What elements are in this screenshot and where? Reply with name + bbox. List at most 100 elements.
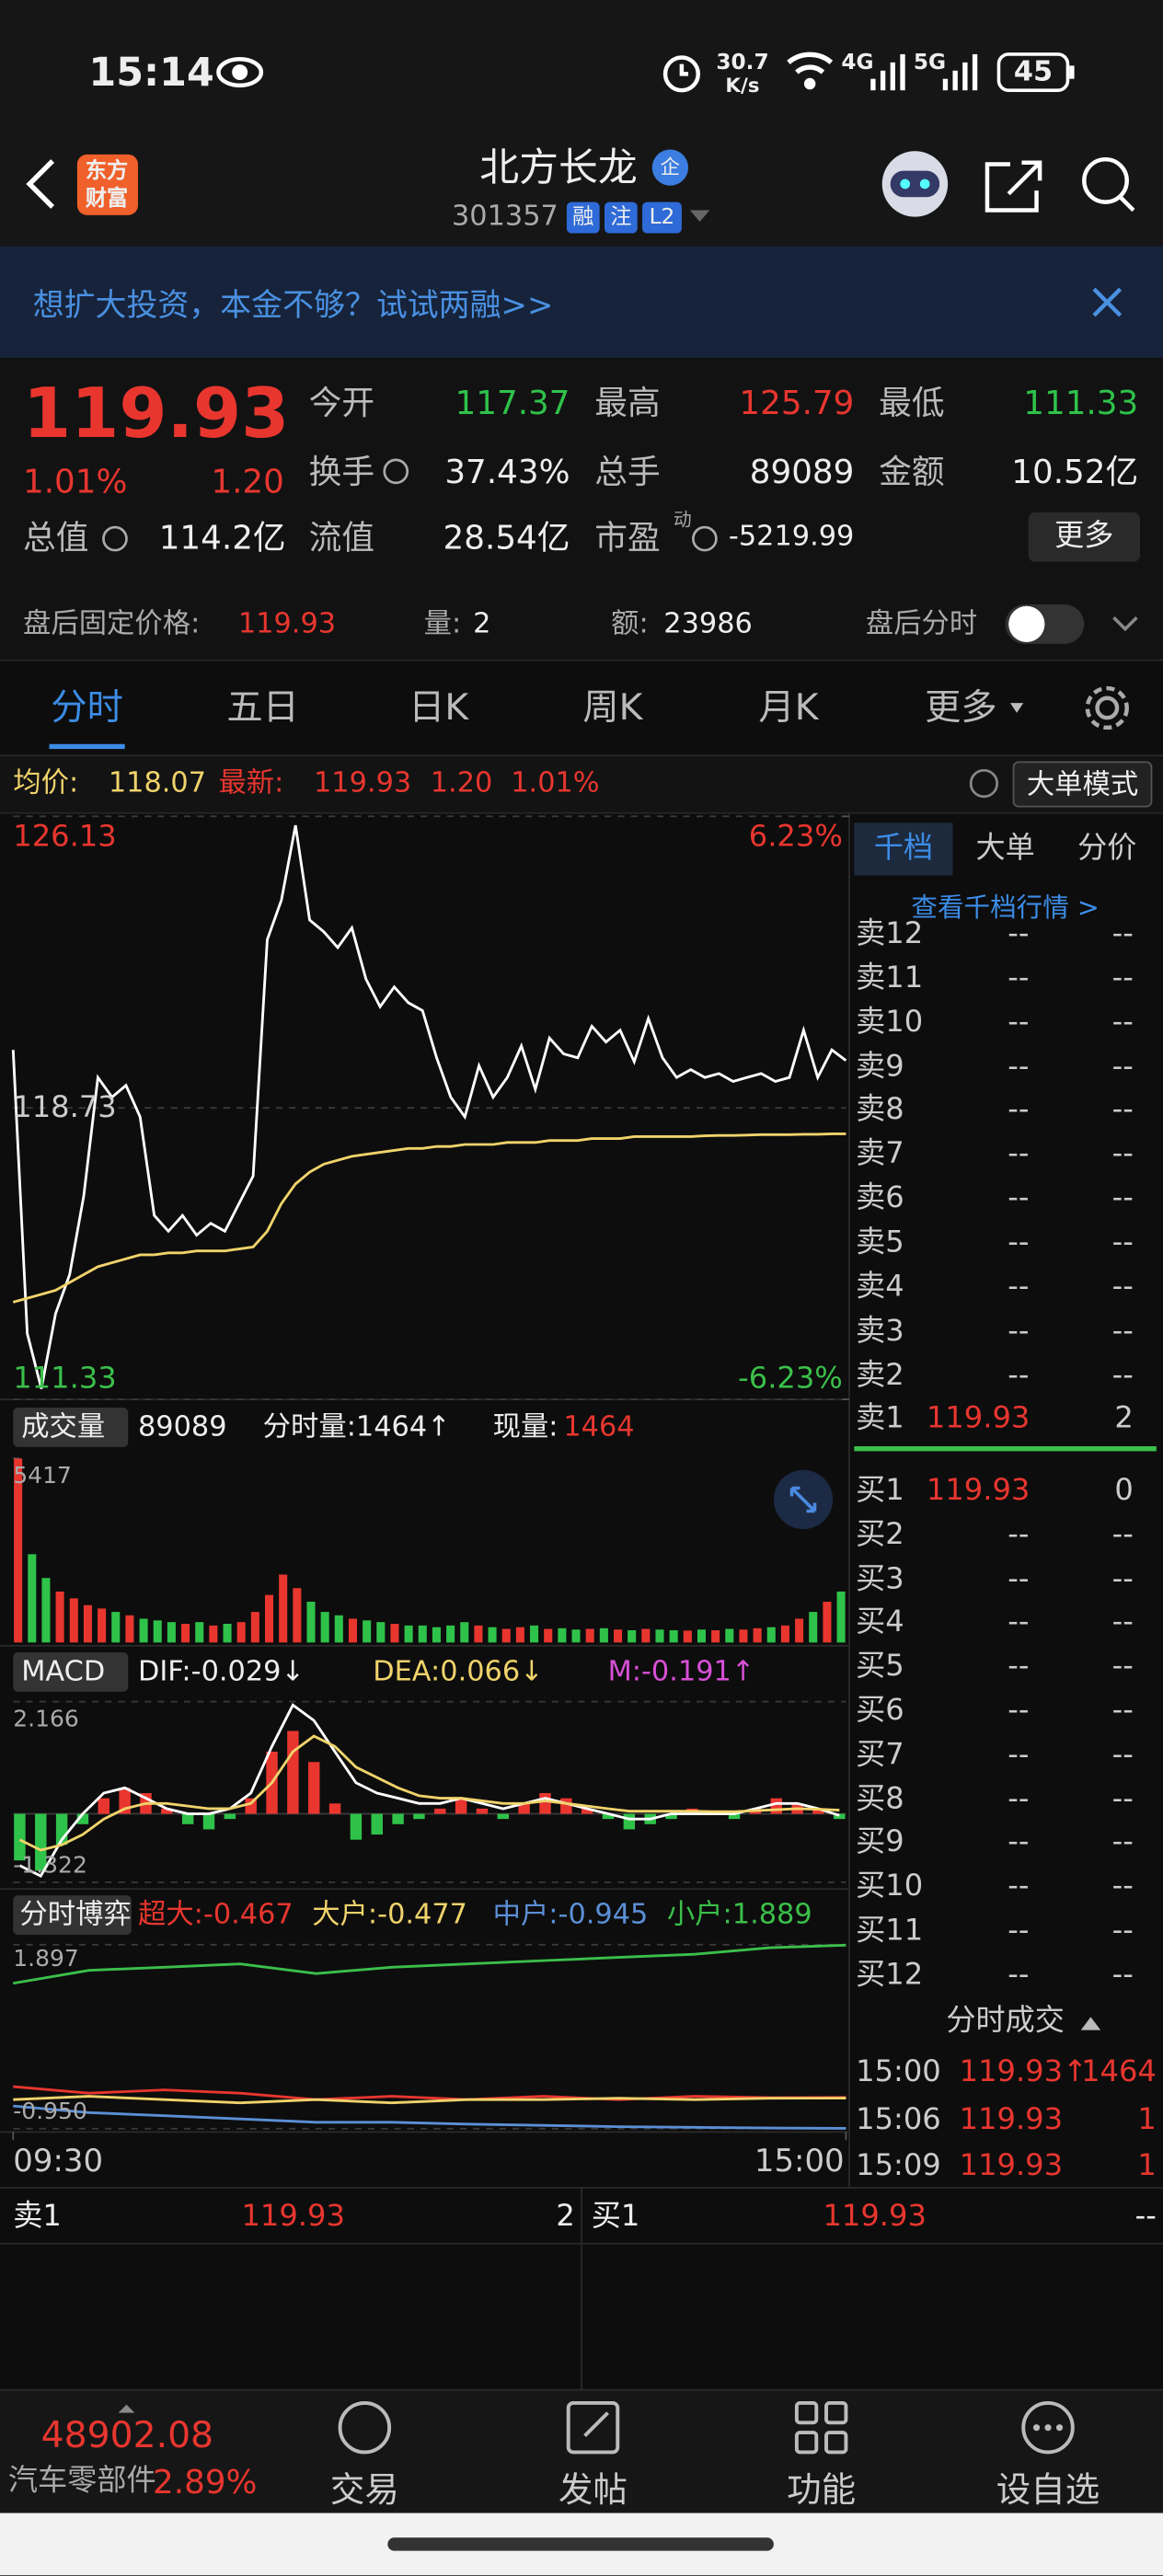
logo-text: 东方: [85, 158, 129, 184]
volume-bar: [683, 1630, 692, 1643]
index-value[interactable]: 48902.08: [40, 2416, 214, 2457]
volume-bar: [334, 1615, 343, 1643]
volume-bar: [181, 1624, 190, 1643]
field-value: 125.79: [739, 382, 855, 422]
selector-bg[interactable]: [13, 1895, 132, 1936]
mode-button-bg[interactable]: [1012, 761, 1153, 808]
tag-bg: [604, 201, 638, 234]
macd-bar: [224, 1813, 236, 1820]
field-value: 111.33: [1023, 382, 1139, 422]
after-hours-price: 119.93: [237, 606, 337, 640]
mode-button[interactable]: 大单模式: [1026, 767, 1139, 801]
settings-button[interactable]: [1085, 685, 1129, 730]
book-level: 买9: [856, 1825, 904, 1860]
chart-tab[interactable]: 五日: [226, 688, 299, 730]
book-price: --: [1008, 1517, 1030, 1552]
dropdown-arrow[interactable]: [689, 210, 710, 223]
book-price: --: [1008, 916, 1030, 951]
assistant-avatar[interactable]: [881, 151, 949, 217]
field-value: 10.52亿: [1011, 451, 1139, 491]
macd-bar: [392, 1813, 404, 1824]
macd-bar: [539, 1793, 551, 1814]
y-tick-label: -1.322: [13, 1852, 87, 1880]
volume-bar: [571, 1629, 581, 1643]
expand-chart-button[interactable]: [773, 1469, 834, 1530]
book-tab[interactable]: 千档: [873, 831, 934, 866]
volume-bar: [628, 1630, 637, 1643]
chart-tab[interactable]: 月K: [758, 688, 819, 730]
trade-price: 119.93: [959, 2148, 1064, 2183]
banner-bg: [0, 246, 1163, 359]
volume-bar: [501, 1628, 511, 1643]
field-label: 金额: [879, 451, 945, 491]
net-speed: 30.7: [716, 50, 769, 75]
indicator-selector[interactable]: 成交量: [21, 1409, 106, 1443]
volume-bar: [390, 1624, 399, 1643]
book-tab-active[interactable]: [854, 822, 953, 876]
selector-bg[interactable]: [13, 1652, 129, 1692]
macd-bar: [202, 1813, 215, 1830]
book-link[interactable]: 查看千档行情 >: [911, 891, 1100, 924]
home-indicator[interactable]: [387, 2537, 774, 2551]
macd-bar: [602, 1813, 615, 1820]
share-button[interactable]: [985, 160, 1042, 213]
search-button[interactable]: [1082, 156, 1135, 213]
info-row-bg: [0, 755, 1163, 813]
chart-tab[interactable]: 更多: [925, 688, 997, 730]
volume-bar: [41, 1578, 51, 1643]
trades-arrow: [1080, 2017, 1101, 2030]
book-price: --: [1008, 1005, 1030, 1040]
promo-banner[interactable]: 想扩大投资，本金不够？试试两融>>: [32, 286, 554, 323]
back-button[interactable]: [26, 159, 55, 209]
help-icon[interactable]: [969, 768, 999, 799]
macd-bar: [181, 1813, 194, 1824]
series-line: [18, 1734, 840, 1852]
indicator-selector[interactable]: MACD: [21, 1654, 106, 1688]
book-level: 买7: [856, 1737, 904, 1772]
field-label: 市盈: [594, 517, 661, 558]
nav-item[interactable]: 发帖: [558, 2469, 628, 2510]
trade-time: 15:09: [856, 2148, 941, 2183]
book-volume: --: [1111, 1517, 1134, 1552]
macd-dif: DIF:-0.029↓: [137, 1654, 305, 1688]
macd-bar: [518, 1803, 530, 1814]
nav-item[interactable]: 设自选: [996, 2469, 1100, 2510]
book-tab[interactable]: 分价: [1077, 831, 1137, 866]
chart-tab[interactable]: 日K: [409, 688, 469, 730]
title-badge-bg: [651, 149, 689, 186]
book-price: --: [1008, 1357, 1030, 1393]
book-level: 买1: [856, 1473, 904, 1508]
sector-name: 汽车零部件: [7, 2463, 156, 2499]
volume-bar: [125, 1615, 134, 1643]
nav-item[interactable]: 功能: [787, 2469, 857, 2510]
indicator-selector[interactable]: 分时博弈: [19, 1897, 132, 1931]
trade-volume: 1: [1137, 2101, 1157, 2136]
book-level: 卖7: [856, 1136, 904, 1172]
volume-bar: [195, 1622, 204, 1643]
trade-volume: 1464: [1081, 2054, 1157, 2089]
nav-item[interactable]: 交易: [329, 2469, 399, 2510]
eye-icon: [216, 57, 264, 88]
bottom-volume: 2: [556, 2199, 575, 2235]
y-tick-label: 126.13: [13, 819, 117, 855]
more-button[interactable]: 更多: [1054, 519, 1114, 554]
volume-bar: [739, 1629, 748, 1643]
volume-bar: [809, 1612, 818, 1643]
legend-entry: 超大:-0.467: [137, 1897, 294, 1931]
expand-chevron[interactable]: [1112, 616, 1138, 632]
book-tab[interactable]: 大单: [975, 831, 1035, 866]
selector-bg[interactable]: [13, 1408, 129, 1447]
volume-bar: [376, 1622, 386, 1643]
book-price: 119.93: [926, 1473, 1031, 1508]
book-level: 买3: [856, 1561, 904, 1596]
toggle-knob[interactable]: [1008, 605, 1045, 643]
chart-tab[interactable]: 分时: [51, 688, 123, 730]
battery-tip: [1069, 65, 1075, 79]
battery-level: 45: [1013, 54, 1054, 88]
close-banner[interactable]: [1092, 287, 1123, 317]
battery: [996, 52, 1070, 92]
chart-tab[interactable]: 周K: [582, 688, 643, 730]
more-button-bg[interactable]: [1028, 512, 1141, 562]
stock-tag: L2: [649, 204, 675, 230]
